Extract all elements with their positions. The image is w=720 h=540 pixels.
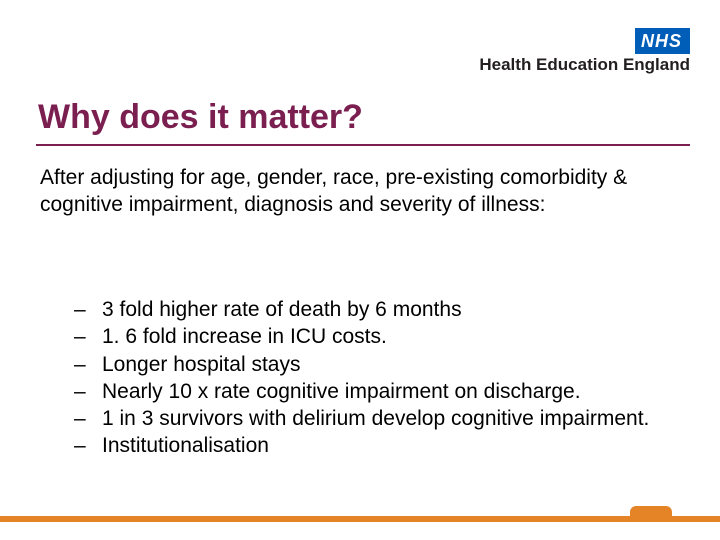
list-item-text: 1 in 3 survivors with delirium develop c…	[102, 405, 670, 432]
list-item-text: 1. 6 fold increase in ICU costs.	[102, 323, 670, 350]
nhs-logo: NHS	[635, 28, 690, 54]
intro-paragraph: After adjusting for age, gender, race, p…	[40, 164, 660, 219]
bullet-dash: –	[74, 378, 102, 405]
list-item-text: Nearly 10 x rate cognitive impairment on…	[102, 378, 670, 405]
list-item-text: Longer hospital stays	[102, 351, 670, 378]
slide: NHS Health Education England Why does it…	[0, 0, 720, 540]
list-item: – 1 in 3 survivors with delirium develop…	[74, 405, 670, 432]
footer-bar	[0, 516, 720, 522]
bullet-dash: –	[74, 296, 102, 323]
slide-title: Why does it matter?	[38, 98, 363, 137]
bullet-dash: –	[74, 323, 102, 350]
bullet-dash: –	[74, 351, 102, 378]
list-item: – 1. 6 fold increase in ICU costs.	[74, 323, 670, 350]
list-item: – Institutionalisation	[74, 432, 670, 459]
list-item: – Nearly 10 x rate cognitive impairment …	[74, 378, 670, 405]
logo-area: NHS	[635, 28, 690, 54]
hee-logo-text: Health Education England	[479, 56, 690, 74]
list-item: – Longer hospital stays	[74, 351, 670, 378]
bullet-dash: –	[74, 405, 102, 432]
list-item: – 3 fold higher rate of death by 6 month…	[74, 296, 670, 323]
list-item-text: 3 fold higher rate of death by 6 months	[102, 296, 670, 323]
bullet-list: – 3 fold higher rate of death by 6 month…	[74, 296, 670, 460]
list-item-text: Institutionalisation	[102, 432, 670, 459]
title-underline	[36, 144, 690, 146]
bullet-dash: –	[74, 432, 102, 459]
